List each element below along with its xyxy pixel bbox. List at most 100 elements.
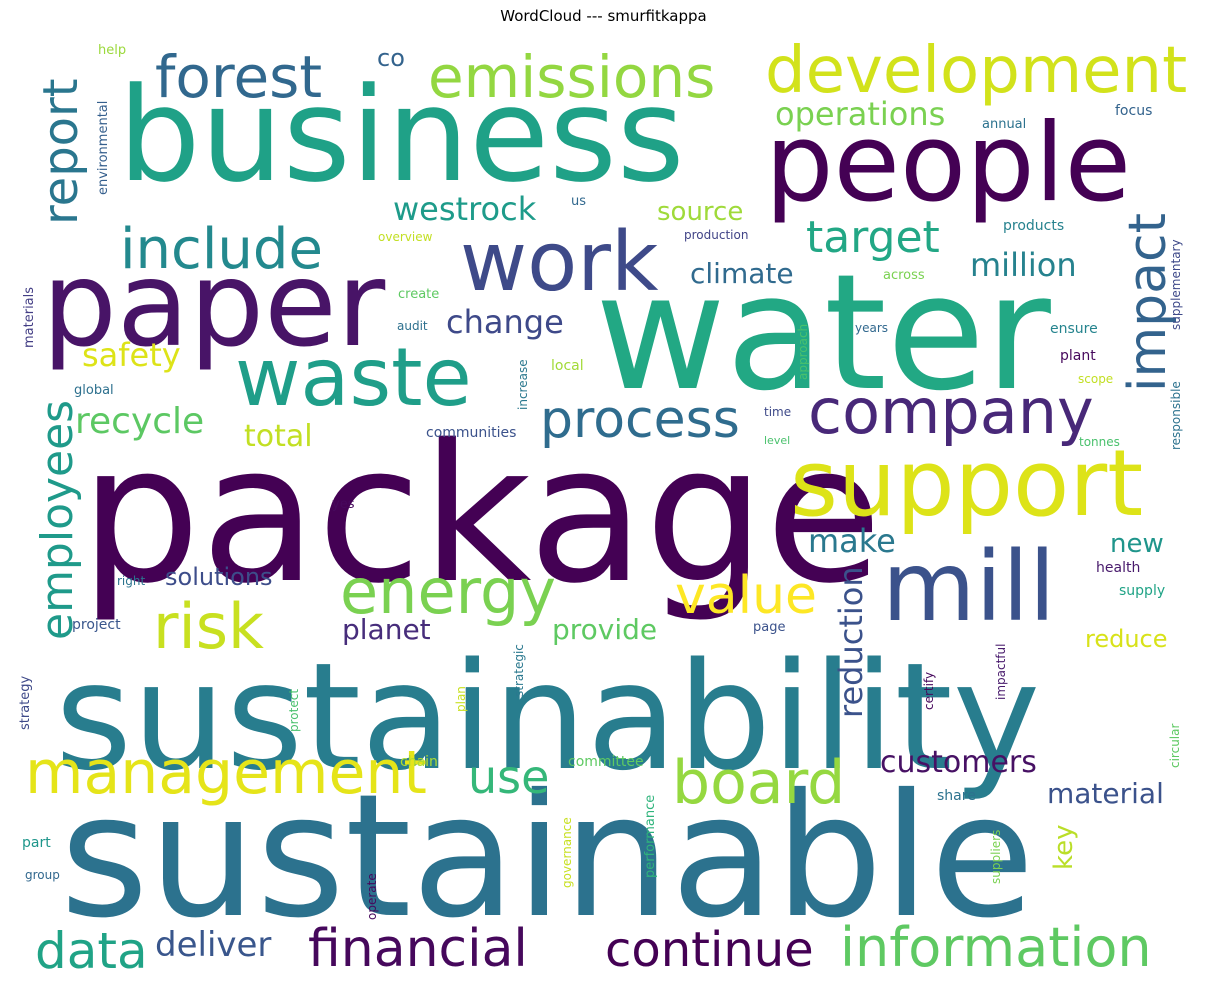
word-board: board (672, 748, 845, 818)
word-impactful: impactful (994, 644, 1008, 700)
word-sustainability: sustainability (55, 631, 1040, 803)
word-products: products (1003, 218, 1064, 234)
word-increase: increase (516, 359, 530, 410)
word-million: million (970, 246, 1077, 284)
word-total: total (244, 419, 313, 454)
word-circular: circular (1168, 724, 1182, 768)
word-forest: forest (155, 43, 322, 111)
word-energy: energy (340, 555, 556, 628)
word-package: package (80, 404, 882, 625)
word-people: people (765, 101, 1131, 226)
word-information: information (840, 916, 1152, 979)
word-solutions: solutions (165, 563, 273, 591)
word-deliver: deliver (155, 925, 271, 965)
word-local: local (551, 358, 584, 374)
word-target: target (806, 212, 940, 263)
word-group: group (25, 868, 60, 882)
word-co: co (377, 44, 405, 72)
word-time: time (764, 405, 791, 419)
word-report: report (33, 78, 89, 225)
word-operations: operations (775, 95, 945, 133)
word-us: us (571, 194, 586, 209)
word-level: level (764, 434, 790, 447)
word-operate: operate (365, 873, 379, 920)
word-health: health (1096, 560, 1140, 576)
word-global: global (74, 383, 114, 398)
word-make: make (808, 522, 896, 560)
word-overview: overview (378, 230, 433, 244)
chart-title: WordCloud --- smurfitkappa (500, 7, 707, 25)
word-process: process (540, 390, 740, 450)
word-help: help (98, 43, 126, 58)
word-communities: communities (426, 425, 516, 441)
word-suppliers: suppliers (989, 830, 1003, 884)
word-sustainable: sustainable (60, 758, 1035, 956)
word-mill: mill (882, 531, 1056, 643)
word-data: data (35, 922, 148, 980)
word-safety: safety (82, 336, 181, 374)
word-production: production (684, 228, 748, 242)
word-yes: yes (332, 497, 355, 512)
word-scope: scope (1078, 372, 1113, 386)
word-across: across (883, 268, 925, 283)
word-work: work (460, 215, 659, 310)
word-company: company (808, 375, 1094, 448)
word-part: part (22, 835, 51, 851)
word-planet: planet (342, 613, 431, 646)
word-strategic: strategic (512, 644, 526, 697)
word-support: support (790, 430, 1143, 537)
word-committee: committee (568, 754, 644, 770)
word-key: key (1049, 824, 1079, 870)
word-plant: plant (1060, 348, 1096, 364)
word-materials: materials (22, 287, 37, 348)
word-right: right (117, 574, 145, 588)
word-employees: employees (32, 400, 83, 640)
word-emissions: emissions (428, 43, 715, 111)
word-waste: waste (235, 331, 472, 424)
word-page: page (753, 620, 785, 635)
word-share: share (937, 788, 976, 804)
word-approach: approach (796, 324, 810, 380)
word-value: value (675, 566, 817, 626)
word-audit: audit (397, 319, 428, 333)
word-environmental: environmental (96, 101, 111, 195)
word-focus: focus (1115, 103, 1152, 119)
word-protect: protect (287, 689, 301, 732)
word-strategy: strategy (18, 675, 33, 730)
word-continue: continue (605, 922, 814, 978)
word-include: include (120, 217, 323, 282)
word-climate: climate (690, 257, 794, 290)
word-impact: impact (1118, 213, 1178, 392)
word-responsible: responsible (1169, 381, 1183, 450)
word-reduction: reduction (832, 566, 870, 718)
word-development: development (765, 34, 1187, 108)
word-years: years (855, 321, 888, 335)
word-project: project (72, 617, 121, 633)
word-management: management (25, 738, 427, 808)
word-chain: chain (400, 754, 438, 770)
word-annual: annual (982, 117, 1026, 132)
word-tonnes: tonnes (1079, 435, 1120, 449)
word-business: business (118, 59, 685, 211)
word-paper: paper (42, 235, 386, 373)
word-recycle: recycle (75, 401, 204, 442)
word-supplementary: supplementary (1169, 239, 1183, 330)
word-financial: financial (308, 919, 528, 979)
word-ensure: ensure (1050, 321, 1098, 337)
word-create: create (398, 287, 439, 302)
word-risk: risk (153, 590, 264, 663)
word-new: new (1110, 529, 1164, 559)
word-reduce: reduce (1085, 625, 1168, 653)
word-material: material (1047, 777, 1164, 810)
word-source: source (657, 197, 743, 227)
word-westrock: westrock (393, 190, 537, 228)
word-water: water (595, 239, 1051, 426)
word-plan: plan (454, 686, 468, 712)
word-customers: customers (880, 745, 1037, 780)
word-provide: provide (552, 613, 657, 646)
word-performance: performance (643, 795, 658, 878)
word-certify: certify (922, 672, 936, 710)
word-governance: governance (560, 817, 574, 888)
word-change: change (446, 303, 564, 341)
